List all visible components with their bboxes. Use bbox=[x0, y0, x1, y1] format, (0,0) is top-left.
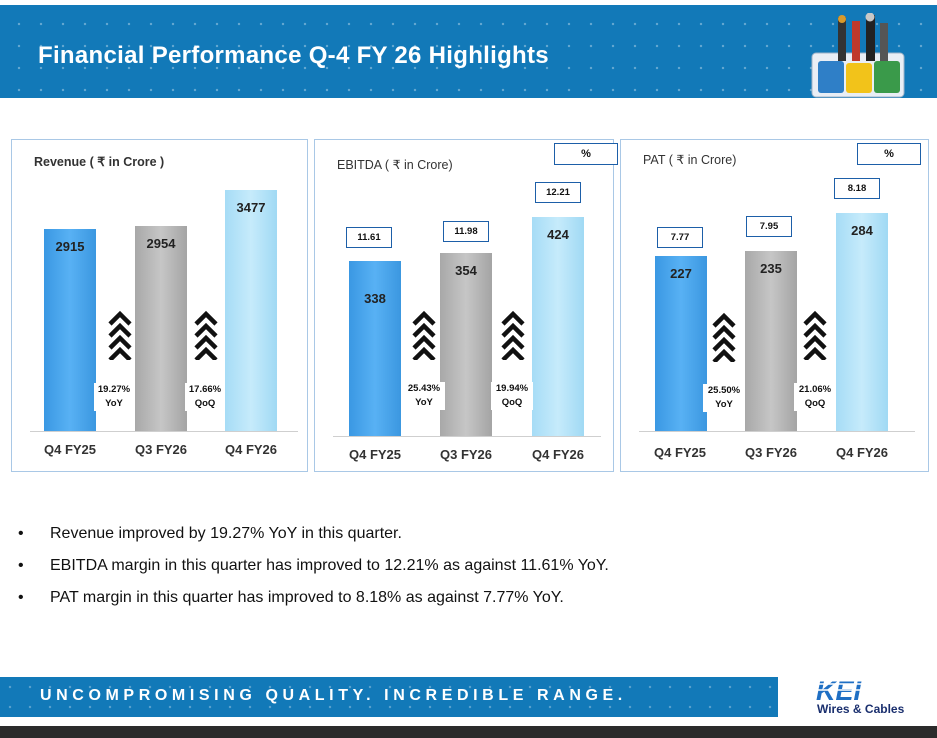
growth-value: 25.43% bbox=[407, 383, 441, 394]
bullet-text: Revenue improved by 19.27% YoY in this q… bbox=[50, 525, 402, 542]
revenue-bar-q4fy25: 2915 bbox=[44, 229, 96, 431]
revenue-qoq-growth: 17.66% QoQ bbox=[185, 383, 225, 411]
ebitda-margin-q4fy25: 11.61 bbox=[346, 227, 392, 248]
growth-label: YoY bbox=[105, 398, 123, 409]
revenue-bar-q3fy26: 2954 bbox=[135, 226, 187, 431]
page-title: Financial Performance Q-4 FY 26 Highligh… bbox=[38, 42, 549, 69]
pat-margin-q4fy25: 7.77 bbox=[657, 227, 703, 248]
pat-bar-value: 235 bbox=[760, 261, 782, 276]
growth-value: 21.06% bbox=[798, 384, 832, 395]
header-banner: Financial Performance Q-4 FY 26 Highligh… bbox=[0, 5, 937, 98]
category-label: Q4 FY25 bbox=[653, 445, 707, 460]
revenue-bar-value: 2915 bbox=[55, 239, 85, 254]
pat-bar-q3fy26: 235 bbox=[745, 251, 797, 431]
pat-bar-value: 284 bbox=[851, 223, 873, 238]
category-label: Q4 FY26 bbox=[224, 442, 278, 457]
pat-panel: PAT ( ₹ in Crore) % 7.77 7.95 8.18 227 2… bbox=[620, 139, 929, 472]
revenue-yoy-growth: 19.27% YoY bbox=[94, 383, 134, 411]
margin-unit-box: % bbox=[554, 143, 618, 165]
kei-logo: KEI bbox=[814, 676, 900, 706]
logo-subtitle: Wires & Cables bbox=[817, 702, 905, 716]
bullet-marker: • bbox=[18, 589, 24, 606]
category-label: Q4 FY25 bbox=[348, 447, 402, 462]
growth-value: 19.94% bbox=[495, 383, 529, 394]
revenue-bar-value: 2954 bbox=[146, 236, 176, 251]
category-label: Q4 FY26 bbox=[835, 445, 889, 460]
bullet-text: EBITDA margin in this quarter has improv… bbox=[50, 557, 609, 574]
growth-label: QoQ bbox=[194, 398, 216, 409]
category-label: Q3 FY26 bbox=[134, 442, 188, 457]
bullet-marker: • bbox=[18, 557, 24, 574]
bullet-marker: • bbox=[18, 525, 24, 542]
ebitda-bar-value: 354 bbox=[455, 263, 477, 278]
cable-product-image bbox=[811, 13, 905, 98]
pat-chart-title: PAT ( ₹ in Crore) bbox=[643, 153, 737, 167]
growth-label: QoQ bbox=[804, 398, 826, 409]
growth-label: YoY bbox=[415, 397, 433, 408]
ebitda-margin-q4fy26: 12.21 bbox=[535, 182, 581, 203]
ebitda-bar-q4fy26: 424 bbox=[532, 217, 584, 436]
pat-margin-q4fy26: 8.18 bbox=[834, 178, 880, 199]
pat-margin-q3fy26: 7.95 bbox=[746, 216, 792, 237]
growth-value: 19.27% bbox=[97, 384, 131, 395]
ebitda-yoy-growth: 25.43% YoY bbox=[403, 382, 445, 410]
pat-bar-q4fy26: 284 bbox=[836, 213, 888, 431]
growth-arrows-icon bbox=[803, 310, 827, 360]
footer-banner: UNCOMPROMISING QUALITY. INCREDIBLE RANGE… bbox=[0, 677, 778, 717]
ebitda-bar-q4fy25: 338 bbox=[349, 261, 401, 436]
growth-value: 17.66% bbox=[188, 384, 222, 395]
pat-yoy-growth: 25.50% YoY bbox=[703, 384, 745, 412]
revenue-panel: Revenue ( ₹ in Crore ) 2915 2954 3477 19… bbox=[11, 139, 308, 472]
revenue-chart-title: Revenue ( ₹ in Crore ) bbox=[34, 155, 165, 169]
revenue-bar-value: 3477 bbox=[236, 200, 266, 215]
category-label: Q4 FY26 bbox=[531, 447, 585, 462]
growth-label: QoQ bbox=[501, 397, 523, 408]
category-label: Q3 FY26 bbox=[744, 445, 798, 460]
ebitda-bar-value: 424 bbox=[547, 227, 569, 242]
growth-arrows-icon bbox=[712, 312, 736, 362]
category-label: Q3 FY26 bbox=[439, 447, 493, 462]
ebitda-baseline bbox=[333, 436, 601, 437]
growth-arrows-icon bbox=[194, 310, 218, 360]
pat-bar-value: 227 bbox=[670, 266, 692, 281]
ebitda-chart-title: EBITDA ( ₹ in Crore) bbox=[337, 158, 453, 172]
growth-arrows-icon bbox=[412, 310, 436, 360]
bullet-text: PAT margin in this quarter has improved … bbox=[50, 589, 564, 606]
revenue-baseline bbox=[30, 431, 298, 432]
logo-brand: KEI bbox=[816, 676, 862, 706]
category-label: Q4 FY25 bbox=[43, 442, 97, 457]
ebitda-bar-q3fy26: 354 bbox=[440, 253, 492, 436]
growth-arrows-icon bbox=[108, 310, 132, 360]
margin-unit-box: % bbox=[857, 143, 921, 165]
ebitda-margin-q3fy26: 11.98 bbox=[443, 221, 489, 242]
growth-label: YoY bbox=[715, 399, 733, 410]
ebitda-bar-value: 338 bbox=[364, 291, 386, 306]
growth-arrows-icon bbox=[501, 310, 525, 360]
revenue-bar-q4fy26: 3477 bbox=[225, 190, 277, 431]
pat-baseline bbox=[639, 431, 915, 432]
growth-value: 25.50% bbox=[707, 385, 741, 396]
pat-bar-q4fy25: 227 bbox=[655, 256, 707, 431]
ebitda-panel: EBITDA ( ₹ in Crore) % 11.61 11.98 12.21… bbox=[314, 139, 618, 472]
footer-tagline: UNCOMPROMISING QUALITY. INCREDIBLE RANGE… bbox=[40, 687, 627, 704]
bottom-strip bbox=[0, 726, 937, 738]
pat-qoq-growth: 21.06% QoQ bbox=[794, 383, 836, 411]
ebitda-qoq-growth: 19.94% QoQ bbox=[491, 382, 533, 410]
